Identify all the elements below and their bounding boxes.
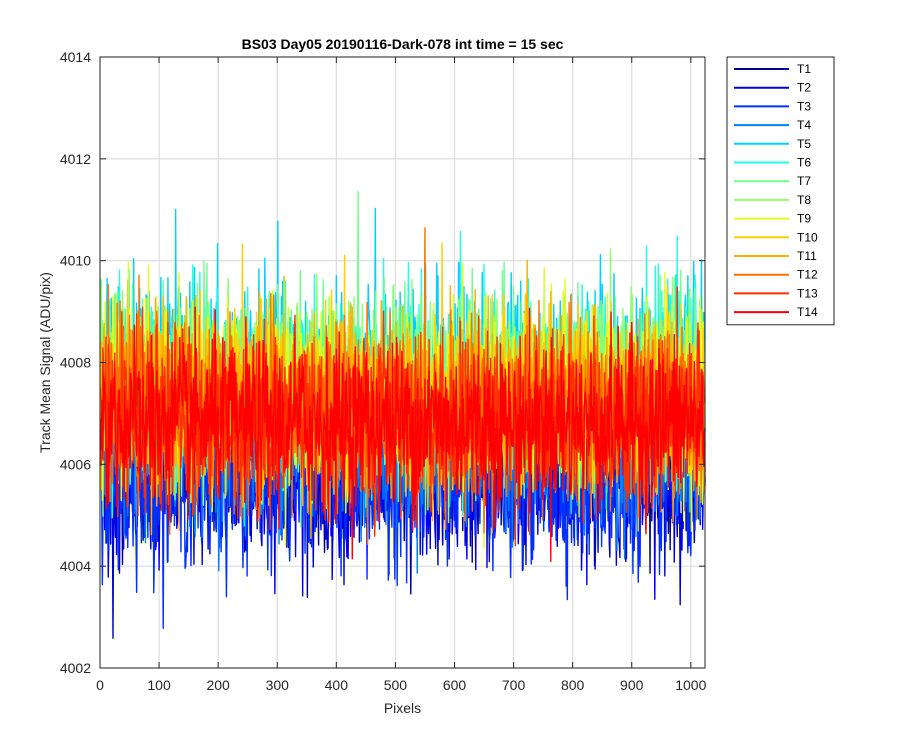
legend-label-t14: T14 xyxy=(797,305,818,319)
x-tick-label: 200 xyxy=(206,677,230,693)
y-tick-label: 4010 xyxy=(60,253,91,269)
legend-label-t3: T3 xyxy=(797,99,811,113)
legend-label-t10: T10 xyxy=(797,230,818,244)
x-tick-label: 500 xyxy=(384,677,408,693)
series-line-t14 xyxy=(99,306,706,563)
legend-label-t9: T9 xyxy=(797,212,811,226)
y-tick-label: 4008 xyxy=(60,355,91,371)
chart-title: BS03 Day05 20190116-Dark-078 int time = … xyxy=(242,36,564,52)
y-tick-label: 4006 xyxy=(60,456,91,472)
y-tick-label: 4012 xyxy=(60,151,91,167)
legend-label-t2: T2 xyxy=(797,81,811,95)
legend-label-t13: T13 xyxy=(797,286,818,300)
x-tick-label: 300 xyxy=(266,677,290,693)
x-tick-label: 100 xyxy=(147,677,171,693)
x-tick-label: 800 xyxy=(561,677,585,693)
legend-label-t8: T8 xyxy=(797,193,811,207)
x-tick-label: 700 xyxy=(502,677,526,693)
legend-label-t1: T1 xyxy=(797,62,811,76)
axis-ticks: 0 100 200 300 400 500 600 700 800 900 1000 4002 4004… xyxy=(60,49,707,693)
legend-label-t4: T4 xyxy=(797,118,811,132)
series-lines xyxy=(99,190,706,639)
x-tick-label: 400 xyxy=(325,677,349,693)
legend-label-t12: T12 xyxy=(797,268,818,282)
x-tick-label: 1000 xyxy=(675,677,706,693)
y-tick-label: 4002 xyxy=(60,660,91,676)
legend-label-t11: T11 xyxy=(797,249,817,263)
legend-label-t6: T6 xyxy=(797,156,811,170)
y-tick-label: 4004 xyxy=(60,558,91,574)
x-tick-label: 900 xyxy=(620,677,644,693)
y-tick-label: 4014 xyxy=(60,49,91,65)
x-tick-label: 600 xyxy=(443,677,467,693)
legend: T1 T2 T3 T4 T5 T6 T7 T8 T9 T10 T11 T12 T13 T14 xyxy=(726,56,835,326)
legend-box xyxy=(726,56,835,326)
x-tick-label: 0 xyxy=(96,677,104,693)
legend-label-t7: T7 xyxy=(797,174,811,188)
legend-label-t5: T5 xyxy=(797,137,811,151)
y-axis-label: Track Mean Signal (ADU/pix) xyxy=(37,272,53,453)
x-axis-label: Pixels xyxy=(384,700,421,716)
